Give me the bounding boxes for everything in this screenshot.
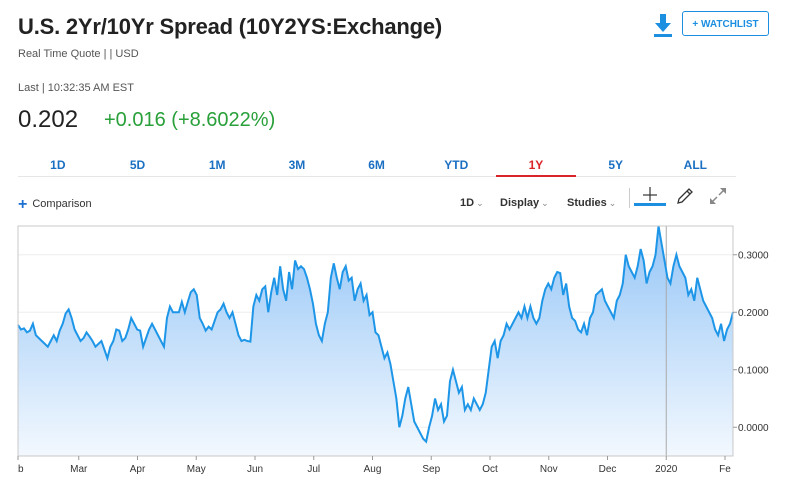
display-dropdown[interactable]: Display ⌄	[500, 197, 549, 209]
x-axis: b Mar Apr May Jun Jul Aug Sep Oct Nov Dec 2020 Fe	[17, 456, 731, 475]
add-to-watchlist-button[interactable]: + WATCHLIST	[682, 11, 769, 36]
comparison-button[interactable]: + Comparison	[18, 196, 92, 214]
y-tick-label: 0.2000	[738, 308, 769, 319]
crosshair-icon	[634, 187, 666, 206]
draw-tool-button[interactable]	[675, 186, 695, 206]
quote-subtitle: Real Time Quote | | USD	[18, 48, 139, 60]
page-title: U.S. 2Yr/10Yr Spread (10Y2YS:Exchange)	[18, 14, 443, 39]
interval-dropdown[interactable]: 1D ⌄	[460, 197, 484, 209]
toolbar-divider	[629, 188, 630, 208]
x-tick-label: 2020	[655, 464, 678, 475]
series-area	[18, 226, 733, 456]
range-tabs: 1D 5D 1M 3M 6M YTD 1Y 5Y ALL	[18, 154, 736, 177]
plus-icon: +	[18, 196, 28, 213]
range-tab-1d[interactable]: 1D	[50, 158, 66, 172]
range-tab-6m[interactable]: 6M	[368, 158, 385, 172]
chevron-down-icon: ⌄	[541, 198, 549, 208]
y-tick-label: 0.0000	[738, 423, 769, 434]
fullscreen-button[interactable]	[708, 186, 728, 206]
x-tick-label: Aug	[364, 464, 382, 475]
spread-chart[interactable]: 0.3000 0.2000 0.1000 0.0000 b Mar Apr May Jun Ju…	[0, 222, 785, 487]
x-tick-label: Oct	[482, 464, 498, 475]
x-tick-label: b	[18, 464, 24, 475]
x-tick-label: Mar	[70, 464, 88, 475]
range-tab-5y[interactable]: 5Y	[608, 158, 623, 172]
y-tick-label: 0.3000	[738, 250, 769, 261]
range-tab-5d[interactable]: 5D	[129, 158, 146, 172]
y-axis: 0.3000 0.2000 0.1000 0.0000	[733, 250, 769, 434]
last-price: 0.202	[18, 106, 79, 133]
x-tick-label: Jul	[307, 464, 320, 475]
x-tick-label: Jun	[247, 464, 263, 475]
chevron-down-icon: ⌄	[608, 198, 617, 208]
plot-frame	[17, 225, 734, 457]
studies-dropdown[interactable]: Studies ⌄	[567, 197, 616, 209]
expand-icon	[710, 188, 726, 204]
x-tick-label: May	[187, 464, 206, 475]
last-update-time: Last | 10:32:35 AM EST	[18, 82, 134, 94]
range-tab-3m[interactable]: 3M	[288, 158, 306, 172]
crosshair-tool-button[interactable]	[634, 186, 666, 206]
x-tick-label: Apr	[130, 464, 146, 475]
range-tab-ytd[interactable]: YTD	[444, 158, 469, 172]
range-tab-all[interactable]: ALL	[683, 158, 707, 172]
chevron-down-icon: ⌄	[476, 198, 484, 208]
download-button[interactable]	[652, 12, 674, 38]
price-change: +0.016 (+8.6022%)	[104, 109, 276, 131]
x-tick-label: Sep	[422, 464, 440, 475]
y-tick-label: 0.1000	[738, 365, 769, 376]
pencil-icon	[677, 188, 693, 204]
x-tick-label: Fe	[719, 464, 731, 475]
range-tab-1m[interactable]: 1M	[208, 158, 226, 172]
interval-label: 1D	[460, 197, 475, 209]
display-label: Display	[500, 197, 540, 209]
series-line	[17, 225, 734, 444]
comparison-label: Comparison	[32, 198, 92, 210]
range-tab-1y[interactable]: 1Y	[496, 154, 576, 177]
download-icon	[654, 14, 672, 37]
x-tick-label: Dec	[599, 464, 617, 475]
studies-label: Studies	[567, 197, 607, 209]
x-tick-label: Nov	[540, 464, 558, 475]
